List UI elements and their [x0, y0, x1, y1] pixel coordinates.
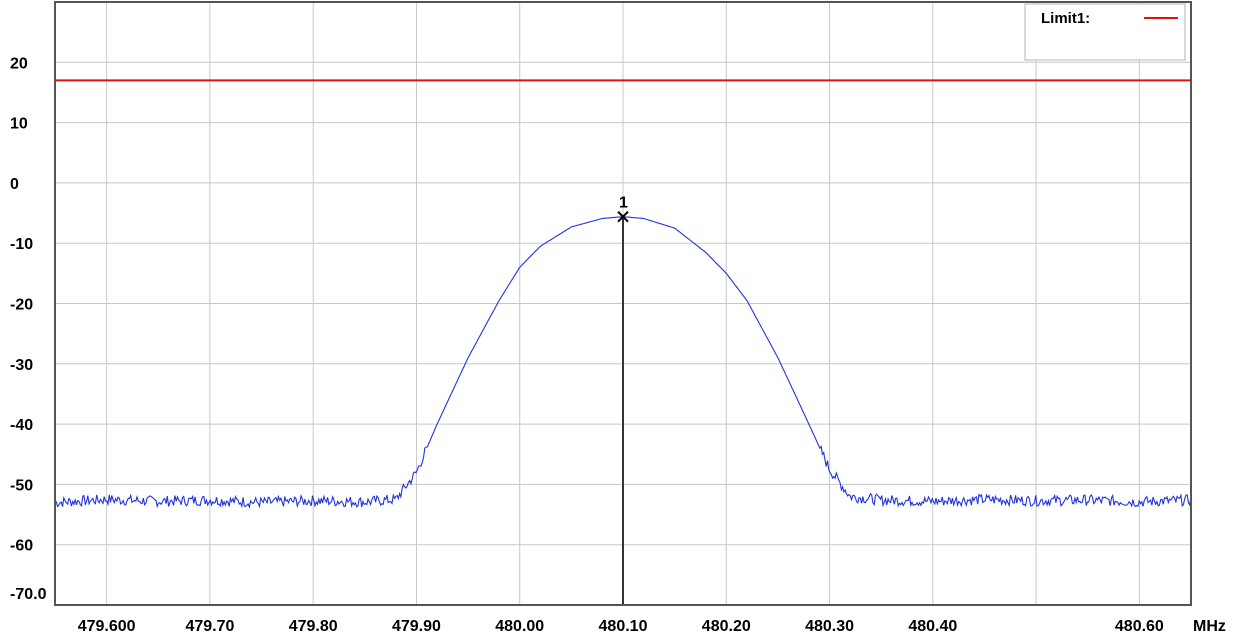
- y-tick-label: -50: [10, 477, 33, 494]
- plot-frame: [54, 1, 1192, 606]
- y-tick-label: -20: [10, 297, 33, 314]
- marker-label: 1: [619, 195, 628, 212]
- y-tick-label: 0: [10, 176, 19, 193]
- x-tick-label: 480.60: [1115, 618, 1164, 635]
- markers: 1: [617, 195, 629, 605]
- x-axis-ticks: 479.600 479.70 479.80 479.90 480.00 480.10 480…: [78, 618, 1164, 635]
- x-tick-label: 479.600: [78, 618, 136, 635]
- y-tick-label: -10: [10, 236, 33, 253]
- x-tick-label: 480.00: [495, 618, 544, 635]
- y-tick-label: 20: [10, 55, 28, 72]
- x-tick-label: 480.40: [908, 618, 957, 635]
- x-tick-label: 479.70: [185, 618, 234, 635]
- y-tick-label: -40: [10, 417, 33, 434]
- legend-label: Limit1:: [1041, 10, 1090, 27]
- legend-box: [1024, 3, 1186, 61]
- legend: Limit1:: [1024, 3, 1186, 61]
- y-tick-label: -60: [10, 538, 33, 555]
- x-tick-label: 480.20: [702, 618, 751, 635]
- marker-1-cross: [617, 210, 629, 223]
- x-unit-label: MHz: [1193, 618, 1226, 635]
- y-tick-label: 10: [10, 116, 28, 133]
- x-tick-label: 480.30: [805, 618, 854, 635]
- y-tick-label: -30: [10, 357, 33, 374]
- x-tick-label: 480.10: [599, 618, 648, 635]
- x-tick-label: 479.90: [392, 618, 441, 635]
- x-tick-label: 479.80: [289, 618, 338, 635]
- y-axis-ticks: 20 10 0 -10 -20 -30 -40 -50 -60 -70.0: [10, 55, 47, 603]
- y-tick-label: -70.0: [10, 586, 47, 603]
- marker-cross-stroke: [617, 210, 629, 223]
